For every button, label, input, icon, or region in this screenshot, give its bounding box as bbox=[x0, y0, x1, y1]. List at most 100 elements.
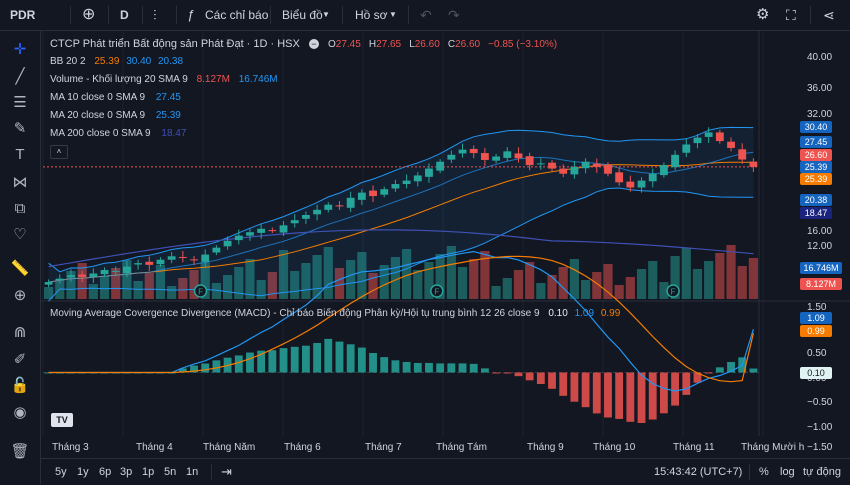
legend-ma10[interactable]: MA 10 close 0 SMA 9 27.45 bbox=[50, 92, 181, 103]
chart-area[interactable]: F F F CTCP Phát triển Bất động sản Phát Đạ… bbox=[41, 31, 850, 457]
magnet-icon[interactable]: ⋒ bbox=[13, 324, 27, 341]
chart-title: CTCP Phát triển Bất động sản Phát Đạt · … bbox=[50, 38, 300, 50]
legend-bb[interactable]: BB 20 2 25.39 30.40 20.38 bbox=[50, 56, 183, 67]
volume-bar bbox=[670, 256, 680, 299]
candle-type-icon[interactable]: ⫶ bbox=[153, 7, 157, 23]
percent-toggle[interactable]: % bbox=[759, 466, 769, 478]
legend-ma20[interactable]: MA 20 close 0 SMA 9 25.39 bbox=[50, 110, 181, 121]
profile-button[interactable]: Hồ sơ bbox=[355, 8, 388, 22]
volume-bar bbox=[737, 266, 747, 299]
volume-bar bbox=[312, 255, 322, 299]
dividend-marker-label: F bbox=[434, 288, 439, 297]
macd-hist-bar bbox=[682, 372, 691, 395]
time-tick: Tháng Mười h bbox=[741, 442, 805, 453]
symbol-search[interactable]: PDR bbox=[10, 8, 36, 22]
ohlc-h-label: H bbox=[368, 39, 377, 50]
range-1p[interactable]: 1p bbox=[142, 466, 155, 478]
macd-signal-val: 0.99 bbox=[600, 308, 621, 319]
redo-icon[interactable]: ↷ bbox=[448, 7, 460, 23]
range-1y[interactable]: 1y bbox=[77, 466, 89, 478]
macd-hist-bar bbox=[704, 372, 713, 374]
range-1n[interactable]: 1n bbox=[186, 466, 199, 478]
ma20-label: MA 20 close 0 SMA 9 bbox=[50, 110, 146, 121]
candle-body bbox=[223, 240, 232, 247]
pattern-icon[interactable]: ⋈ bbox=[12, 174, 28, 191]
lock-icon[interactable]: 🔓 bbox=[10, 377, 30, 394]
indicators-icon[interactable]: ƒ bbox=[187, 7, 195, 22]
ma20-val: 25.39 bbox=[155, 110, 181, 121]
macd-hist-val: 0.10 bbox=[548, 308, 568, 319]
trash-icon[interactable]: 🗑 bbox=[10, 443, 30, 460]
prediction-icon[interactable]: ⧉ bbox=[14, 200, 26, 217]
candle-body bbox=[67, 275, 75, 278]
macd-hist-bar bbox=[279, 348, 288, 373]
heart-icon[interactable]: ♡ bbox=[13, 226, 27, 243]
macd-hist-bar bbox=[570, 372, 579, 402]
macd-hist-bar bbox=[648, 372, 657, 420]
legend-title-row: CTCP Phát triển Bất động sản Phát Đạt · … bbox=[50, 38, 557, 50]
clock[interactable]: 15:43:42 (UTC+7) bbox=[654, 466, 743, 478]
candle-body bbox=[425, 168, 433, 177]
fib-retracement-icon[interactable]: ☰ bbox=[13, 94, 27, 111]
zoom-in-icon[interactable]: ⊕ bbox=[13, 287, 27, 304]
candle-body bbox=[592, 163, 601, 167]
crosshair-icon[interactable]: ✛ bbox=[13, 41, 27, 58]
legend-collapse-icon[interactable]: − bbox=[308, 39, 319, 49]
candle-body bbox=[536, 163, 545, 165]
lock-drawing-icon[interactable]: ✐ bbox=[13, 351, 27, 368]
tradingview-logo[interactable]: TV bbox=[51, 413, 73, 427]
volume-bar bbox=[648, 261, 658, 299]
macd-hist-bar bbox=[514, 372, 523, 377]
macd-hist-bar bbox=[671, 372, 680, 406]
legend-toggle-chevron-icon[interactable]: ˄ bbox=[50, 145, 68, 159]
settings-gear-icon[interactable]: ⚙ bbox=[756, 6, 770, 23]
ma20-line bbox=[48, 161, 754, 283]
legend-volume[interactable]: Volume - Khối lượng 20 SMA 9 8.127M 16.7… bbox=[50, 74, 278, 85]
ohlc-o-label: O bbox=[327, 39, 336, 50]
candle-body bbox=[727, 141, 735, 148]
legend-macd[interactable]: Moving Average Covergence Divergence (MA… bbox=[50, 308, 620, 319]
time-tick: Tháng 6 bbox=[284, 442, 321, 453]
indicators-button[interactable]: Các chỉ báo bbox=[205, 8, 269, 22]
price-tick: 40.00 bbox=[807, 52, 833, 63]
volume-bar bbox=[334, 268, 345, 299]
auto-toggle[interactable]: tự động bbox=[803, 466, 841, 478]
text-tool-icon[interactable]: T bbox=[15, 146, 25, 163]
chart-type-button[interactable]: Biểu đồ bbox=[282, 8, 323, 22]
trend-line-icon[interactable]: ╱ bbox=[15, 68, 25, 85]
volume-bar bbox=[111, 268, 121, 299]
share-icon[interactable]: ⋖ bbox=[823, 7, 835, 23]
brush-icon[interactable]: ✎ bbox=[13, 120, 27, 137]
legend-ma200[interactable]: MA 200 close 0 SMA 9 18.47 bbox=[50, 128, 186, 139]
candle-body bbox=[682, 144, 691, 153]
volume-bar bbox=[748, 258, 758, 299]
volume-bar bbox=[636, 269, 647, 299]
range-5y[interactable]: 5y bbox=[55, 466, 67, 478]
log-toggle[interactable]: log bbox=[780, 466, 795, 478]
toolbar-divider bbox=[270, 6, 271, 24]
undo-icon[interactable]: ↶ bbox=[420, 7, 432, 23]
dividend-marker bbox=[666, 284, 680, 298]
macd-hist-bar bbox=[749, 368, 758, 373]
price-tick: 12.00 bbox=[807, 241, 833, 252]
fullscreen-icon[interactable]: ⛶ bbox=[786, 7, 796, 23]
candle-body bbox=[201, 254, 210, 262]
macd-hist-bar bbox=[503, 372, 512, 374]
volume-bar bbox=[424, 262, 434, 299]
macd-hist-bar bbox=[581, 372, 590, 408]
candle-body bbox=[369, 190, 377, 197]
bottom-toolbar: 5y 1y 6p 3p 1p 5n 1n ⇥ 15:43:42 (UTC+7) … bbox=[41, 458, 850, 485]
compare-add-icon[interactable]: ⊕ bbox=[82, 6, 96, 23]
volume-tag-last: 8.127M bbox=[800, 278, 842, 290]
ma200-line bbox=[48, 229, 754, 268]
eye-icon[interactable]: ◉ bbox=[13, 404, 27, 421]
volume-bar bbox=[290, 271, 300, 299]
range-5n[interactable]: 5n bbox=[164, 466, 177, 478]
range-3p[interactable]: 3p bbox=[120, 466, 133, 478]
range-6p[interactable]: 6p bbox=[99, 466, 112, 478]
bb-upper-line bbox=[48, 126, 754, 273]
ruler-icon[interactable]: 📏 bbox=[10, 260, 30, 277]
interval-button[interactable]: D bbox=[120, 8, 129, 22]
date-range-icon[interactable]: ⇥ bbox=[221, 464, 232, 479]
